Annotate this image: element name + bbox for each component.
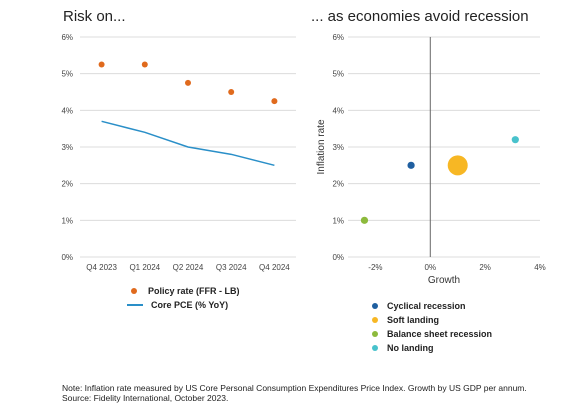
right-y-tick-label: 1% — [332, 216, 344, 225]
left-x-tick-label: Q4 2023 — [86, 263, 117, 272]
policy-rate-point — [141, 61, 148, 68]
y-axis-title: Inflation rate — [316, 119, 327, 174]
legend-item-policy-rate: Policy rate (FFR - LB) — [127, 284, 240, 298]
left-x-tick-label: Q1 2024 — [129, 263, 160, 272]
left-y-tick-label: 2% — [61, 180, 73, 189]
balance-sheet-recession-point — [360, 216, 369, 224]
left-y-tick-label: 1% — [61, 216, 73, 225]
legend-label-cyclical-recession: Cyclical recession — [387, 301, 466, 311]
footnote-note: Note: Inflation rate measured by US Core… — [62, 383, 527, 393]
legend-label-no-landing: No landing — [387, 343, 434, 353]
policy-rate-point — [98, 61, 105, 68]
policy-rate-point — [271, 98, 278, 105]
legend-label-policy-rate: Policy rate (FFR - LB) — [148, 286, 240, 296]
right-y-tick-label: 0% — [332, 253, 344, 262]
cyclical-recession-point — [407, 161, 415, 169]
legend-dot-soft-landing — [372, 317, 378, 323]
right-x-tick-label: 4% — [534, 263, 546, 272]
left-x-tick-label: Q2 2024 — [173, 263, 204, 272]
left-x-tick-label: Q3 2024 — [216, 263, 247, 272]
legend-dot-no-landing — [372, 345, 378, 351]
legend-dot-cyclical-recession — [372, 303, 378, 309]
left-chart-title: Risk on... — [63, 8, 126, 25]
left-y-tick-label: 4% — [61, 106, 73, 115]
right-y-tick-label: 6% — [332, 33, 344, 42]
left-y-tick-label: 5% — [61, 70, 73, 79]
soft-landing-point — [447, 155, 468, 176]
legend-dot-balance-sheet-recession — [372, 331, 378, 337]
right-y-tick-label: 4% — [332, 106, 344, 115]
left-y-tick-label: 3% — [61, 143, 73, 152]
policy-rate-point — [185, 79, 191, 86]
right-x-tick-label: 2% — [479, 263, 491, 272]
right-legend: Cyclical recession Soft landing Balance … — [372, 299, 492, 355]
footnote: Note: Inflation rate measured by US Core… — [62, 383, 527, 403]
legend-dot-policy-rate — [131, 288, 137, 294]
legend-label-soft-landing: Soft landing — [387, 315, 439, 325]
right-chart-title: ... as economies avoid recession — [311, 8, 529, 25]
core-pce-line — [101, 120, 275, 167]
legend-item-soft-landing: Soft landing — [372, 313, 492, 327]
no-landing-point — [511, 136, 519, 144]
right-y-tick-label: 3% — [332, 143, 344, 152]
legend-label-core-pce: Core PCE (% YoY) — [151, 300, 229, 310]
right-y-tick-label: 2% — [332, 180, 344, 189]
x-axis-title: Growth — [428, 275, 460, 286]
policy-rate-point — [228, 89, 235, 95]
right-x-tick-label: 0% — [425, 263, 437, 272]
right-x-tick-label: -2% — [368, 263, 382, 272]
left-y-tick-label: 6% — [61, 33, 73, 42]
legend-item-no-landing: No landing — [372, 341, 492, 355]
legend-item-balance-sheet-recession: Balance sheet recession — [372, 327, 492, 341]
right-y-tick-label: 5% — [332, 70, 344, 79]
footnote-source: Source: Fidelity International, October … — [62, 393, 229, 403]
legend-label-balance-sheet-recession: Balance sheet recession — [387, 329, 493, 339]
legend-item-core-pce: Core PCE (% YoY) — [127, 298, 240, 312]
left-x-tick-label: Q4 2024 — [259, 263, 290, 272]
left-legend: Policy rate (FFR - LB) Core PCE (% YoY) — [127, 284, 240, 312]
left-y-tick-label: 0% — [61, 253, 73, 262]
legend-item-cyclical-recession: Cyclical recession — [372, 299, 492, 313]
legend-line-core-pce — [127, 304, 143, 306]
